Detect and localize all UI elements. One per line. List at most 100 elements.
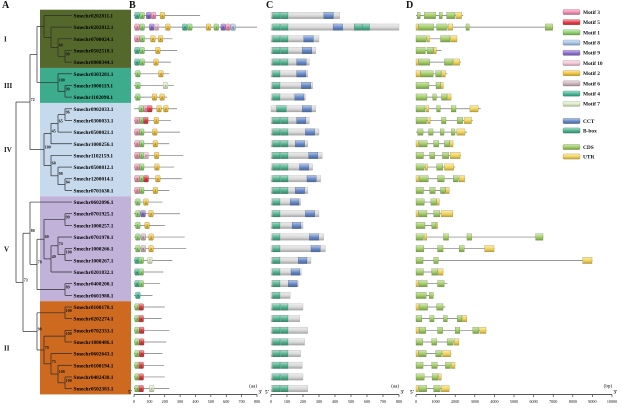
bootstrap-value: 89 bbox=[66, 286, 70, 290]
axis-tick-label: 300 bbox=[177, 399, 183, 404]
cds-exon bbox=[458, 245, 465, 253]
gene-row: Smechr0201832.1 4 1 bbox=[74, 268, 444, 276]
utr-segment bbox=[442, 350, 451, 357]
protein-bar bbox=[270, 82, 313, 89]
motif-number: 10 bbox=[144, 154, 148, 158]
bbox-domain bbox=[280, 152, 289, 159]
bootstrap-value: 98 bbox=[38, 327, 42, 331]
gene-name: Smechr0100178.1 bbox=[74, 305, 114, 311]
cds-exon bbox=[437, 245, 444, 253]
protein-bar bbox=[270, 233, 324, 241]
cct-domain bbox=[306, 175, 317, 183]
motif-box-2 bbox=[165, 23, 171, 31]
bbox-domain bbox=[280, 35, 289, 43]
gene-name: Smechr1102159.1 bbox=[74, 153, 114, 159]
protein-bar bbox=[270, 268, 302, 276]
axis-tick-label: 8000 bbox=[569, 399, 577, 404]
axis-five-prime: 5' bbox=[128, 391, 133, 396]
bbox-domain bbox=[280, 23, 289, 31]
axis-tick-label: 700 bbox=[239, 399, 245, 404]
motif-number: 1 bbox=[140, 107, 142, 111]
gene-row: Smechr0402438.1 1 5 bbox=[74, 373, 442, 381]
cds-exon bbox=[432, 93, 437, 101]
motif-number: 2 bbox=[155, 119, 157, 123]
motif-number: 1 bbox=[141, 60, 143, 64]
cds-exon bbox=[466, 233, 472, 241]
motif-number: 2 bbox=[155, 189, 157, 193]
gene-row: Smechr0601988.1 4 bbox=[74, 291, 434, 299]
motif-box-5 bbox=[138, 361, 144, 369]
panel-label-a: A bbox=[2, 0, 10, 11]
bbox-domain bbox=[280, 361, 289, 369]
motif-number: 5 bbox=[140, 317, 142, 321]
protein-bar bbox=[270, 93, 306, 101]
utr-segment bbox=[433, 47, 437, 54]
motif-number: 1 bbox=[137, 235, 139, 239]
motif-box-2 bbox=[150, 35, 156, 43]
motif-box-10 bbox=[143, 152, 149, 159]
gene-name: Smechr1000266.1 bbox=[74, 247, 114, 253]
cds-exon bbox=[437, 280, 445, 288]
axis-tick-label: 800 bbox=[254, 399, 260, 404]
gene-row: Smechr0100194.1 1 5 bbox=[74, 361, 456, 369]
motif-number: 2 bbox=[154, 95, 156, 99]
cds-exon bbox=[428, 128, 434, 136]
legend-label: CDS bbox=[583, 145, 594, 151]
motif-box-5 bbox=[138, 373, 144, 381]
utr-segment bbox=[450, 35, 458, 43]
motif-number: 1 bbox=[141, 142, 143, 146]
cct-domain bbox=[290, 198, 300, 206]
cds-exon bbox=[415, 105, 426, 113]
bbox-domain bbox=[272, 257, 281, 264]
motif-number: 5 bbox=[141, 340, 143, 344]
motif-box-3 bbox=[151, 12, 156, 19]
motif-box-2 bbox=[151, 93, 157, 101]
cds-exon bbox=[431, 338, 437, 346]
bbox-domain bbox=[280, 385, 289, 392]
motif-number: 5 bbox=[141, 329, 143, 333]
motif-number: 1 bbox=[137, 84, 139, 88]
motif-box-1 bbox=[139, 35, 145, 43]
utr-segment bbox=[449, 140, 454, 148]
cct-domain bbox=[295, 187, 305, 194]
motif-number: 2 bbox=[156, 154, 158, 158]
cds-exon bbox=[418, 58, 430, 66]
cct-domain bbox=[294, 93, 305, 101]
legend-label: CCT bbox=[583, 119, 595, 125]
motif-number: 5 bbox=[140, 305, 142, 309]
protein-bar bbox=[270, 128, 320, 136]
cds-exon bbox=[415, 373, 425, 381]
utr-segment bbox=[415, 210, 419, 218]
utr-segment bbox=[427, 117, 431, 124]
motif-box-2 bbox=[152, 187, 158, 194]
motif-box-5 bbox=[139, 350, 145, 357]
utr-segment bbox=[453, 58, 460, 66]
bbox-domain bbox=[272, 82, 281, 89]
legend-item-motif-8: Motif 8 bbox=[562, 39, 600, 47]
axis-tick-label: 1000 bbox=[432, 399, 440, 404]
gene-row: Smechr0500812.1 3 1 2 bbox=[74, 163, 456, 171]
protein-bar bbox=[270, 187, 308, 194]
bootstrap-value: 60 bbox=[52, 162, 56, 166]
gene-name: Smechr0701925.1 bbox=[74, 212, 114, 218]
motif-number: 5 bbox=[140, 364, 142, 368]
utr-segment bbox=[425, 105, 429, 113]
motif-number: 3 bbox=[136, 165, 138, 169]
gene-row: Smechr0502383.1 1 5 7 bbox=[74, 385, 450, 393]
cds-exon bbox=[440, 187, 446, 194]
cds-exon bbox=[435, 70, 442, 78]
motif-box-1 bbox=[139, 128, 145, 136]
protein-bar bbox=[270, 12, 340, 19]
cds-exon bbox=[431, 268, 438, 276]
cds-exon bbox=[442, 152, 449, 159]
motif-number: 1 bbox=[136, 375, 138, 379]
utr-segment bbox=[415, 70, 421, 78]
motif-number: 1 bbox=[137, 200, 139, 204]
motif-number: 1 bbox=[136, 340, 138, 344]
axis-unit: (bp) bbox=[604, 385, 613, 390]
motif-box-9 bbox=[149, 23, 155, 31]
bbox-domain bbox=[272, 291, 281, 299]
gene-name: Smechr0602096.1 bbox=[74, 200, 114, 206]
motif-number: 1 bbox=[136, 317, 138, 321]
utr-segment bbox=[438, 373, 442, 381]
